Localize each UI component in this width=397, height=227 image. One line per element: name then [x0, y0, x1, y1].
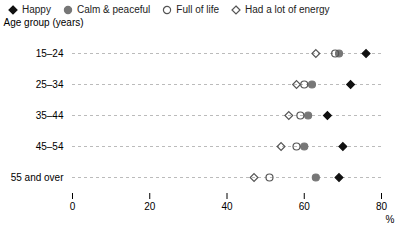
html-text:Happy: Happy — [22, 4, 51, 15]
svg-text:0: 0 — [70, 201, 76, 212]
svg-text:60: 60 — [299, 201, 311, 212]
html-text:Had a lot of energy: Had a lot of energy — [245, 4, 330, 15]
html-text:Full of life: Full of life — [176, 4, 220, 15]
svg-text:35–44: 35–44 — [36, 110, 64, 121]
svg-text:20: 20 — [144, 201, 156, 212]
svg-text:25–34: 25–34 — [36, 79, 64, 90]
svg-text:45–54: 45–54 — [36, 141, 64, 152]
html-text:Calm & peaceful: Calm & peaceful — [76, 4, 151, 15]
svg-text:40: 40 — [221, 201, 233, 212]
svg-text:%: % — [386, 214, 395, 225]
svg-text:80: 80 — [376, 201, 388, 212]
svg-text:15–24: 15–24 — [36, 48, 64, 59]
svg-text:Age group (years): Age group (years) — [4, 17, 84, 28]
svg-text:55 and over: 55 and over — [11, 172, 64, 183]
